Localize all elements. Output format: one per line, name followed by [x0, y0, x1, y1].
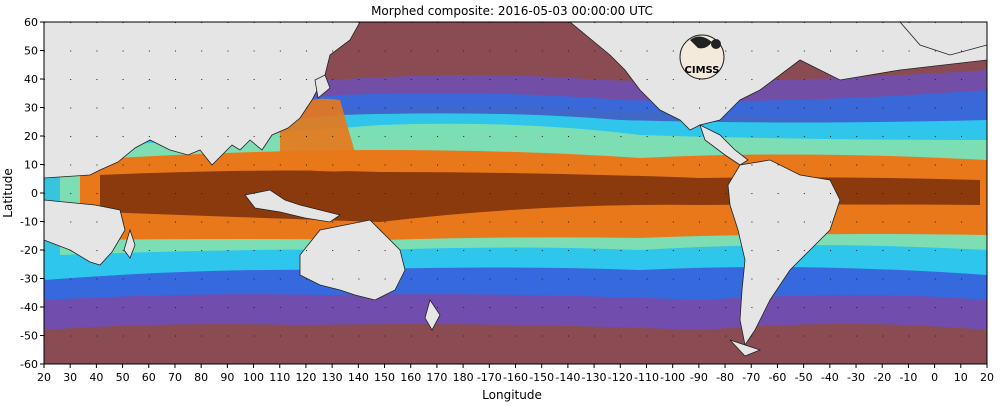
x-tick-label: -30	[847, 371, 865, 384]
x-tick-label: -60	[768, 371, 786, 384]
y-tick-label: 20	[24, 130, 38, 143]
x-tick-label: 120	[295, 371, 316, 384]
x-tick-label: -170	[477, 371, 502, 384]
x-tick-label: 50	[116, 371, 130, 384]
x-tick-label: -70	[742, 371, 760, 384]
x-tick-label: -140	[555, 371, 580, 384]
x-tick-label: 110	[269, 371, 290, 384]
x-tick-label: 20	[37, 371, 51, 384]
x-axis-label: Longitude	[482, 388, 542, 402]
y-tick-label: -60	[20, 358, 38, 371]
x-tick-label: 170	[426, 371, 447, 384]
x-tick-label: 90	[220, 371, 234, 384]
y-axis: 60 50 40 30 20 10 0 -10 -20 -30 -40 -50 -60	[20, 16, 44, 371]
y-tick-label: 0	[31, 187, 38, 200]
x-tick-label: 140	[348, 371, 369, 384]
x-tick-label: -20	[873, 371, 891, 384]
x-tick-label: 10	[954, 371, 968, 384]
x-tick-label: -120	[608, 371, 633, 384]
logo-text: CIMSS	[685, 65, 720, 76]
x-tick-label: -80	[716, 371, 734, 384]
y-tick-label: 40	[24, 73, 38, 86]
x-axis: 20 30 40 50 60 70 80 90 100 110 120 130 140 150 160 170…	[37, 364, 994, 384]
x-tick-label: -160	[503, 371, 528, 384]
x-tick-label: -100	[660, 371, 685, 384]
y-tick-label: -10	[20, 216, 38, 229]
y-tick-label: -50	[20, 330, 38, 343]
x-tick-label: -90	[690, 371, 708, 384]
y-tick-label: 60	[24, 16, 38, 29]
x-tick-label: 100	[243, 371, 264, 384]
x-tick-label: -130	[582, 371, 607, 384]
cimss-logo: CIMSS	[679, 34, 725, 80]
x-tick-label: 80	[194, 371, 208, 384]
x-tick-label: -50	[795, 371, 813, 384]
x-tick-label: -110	[634, 371, 659, 384]
y-tick-label: -20	[20, 244, 38, 257]
y-tick-label: -40	[20, 301, 38, 314]
x-tick-label: 160	[400, 371, 421, 384]
y-tick-label: 50	[24, 45, 38, 58]
x-tick-label: 0	[931, 371, 938, 384]
y-tick-label: -30	[20, 273, 38, 286]
y-tick-label: 10	[24, 159, 38, 172]
x-tick-label: -150	[529, 371, 554, 384]
x-tick-label: 150	[374, 371, 395, 384]
y-axis-label: Latitude	[1, 168, 15, 217]
y-tick-label: 30	[24, 102, 38, 115]
x-tick-label: 30	[63, 371, 77, 384]
x-tick-label: 180	[453, 371, 474, 384]
map-title: Morphed composite: 2016-05-03 00:00:00 U…	[371, 4, 653, 18]
lat-lon-grid	[44, 22, 987, 364]
x-tick-label: -40	[821, 371, 839, 384]
x-tick-label: 70	[168, 371, 182, 384]
map-plot-area: CIMSS	[44, 22, 987, 364]
x-tick-label: 60	[142, 371, 156, 384]
x-tick-label: 20	[980, 371, 994, 384]
x-tick-label: 130	[322, 371, 343, 384]
x-tick-label: -10	[899, 371, 917, 384]
x-tick-label: 40	[89, 371, 103, 384]
